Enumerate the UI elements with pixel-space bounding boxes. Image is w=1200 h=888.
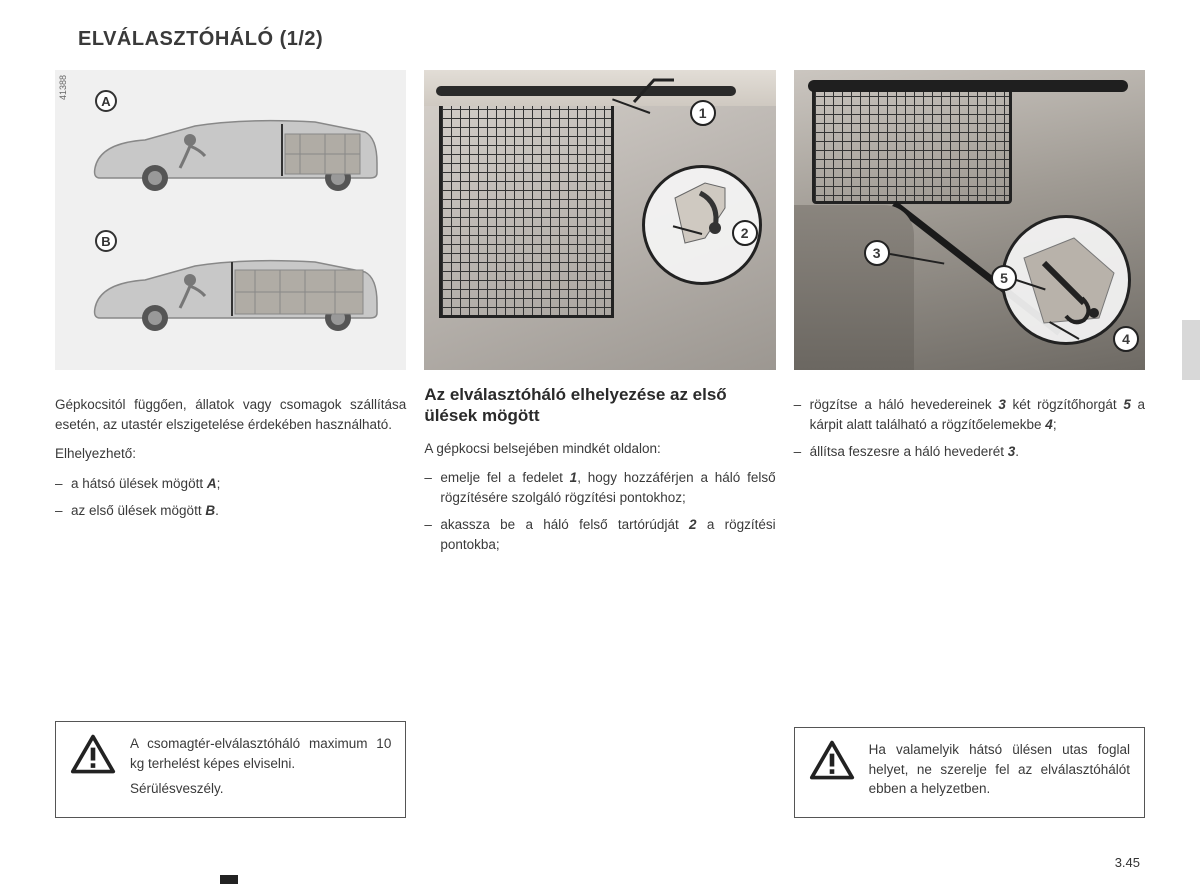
page-number: 3.45 — [1115, 855, 1140, 870]
col1-li-2: az első ülések mögött B. — [55, 501, 406, 521]
warning-box-1: A csomagtér-elválasztóháló maximum 10 kg… — [55, 721, 406, 818]
col2-heading: Az elválasztóháló elhelyezése az első ül… — [424, 384, 775, 427]
side-tab — [1182, 320, 1200, 380]
col1-li-1: a hátsó ülések mögött A; — [55, 474, 406, 494]
col3-text: rögzítse a háló hevedereinek 3 két rögzí… — [794, 395, 1145, 470]
callout-3: 3 — [864, 240, 890, 266]
col3-li-1: rögzítse a háló hevedereinek 3 két rögzí… — [794, 395, 1145, 434]
t: B — [205, 503, 215, 518]
warning-box-2: Ha valamelyik hátsó ülésen utas foglal h… — [794, 727, 1145, 818]
figure-interior-front: 41390 1 — [424, 70, 775, 370]
warning-text-1: A csomagtér-elválasztóháló maximum 10 kg… — [130, 734, 391, 805]
warning-icon — [809, 740, 855, 782]
warning-text-2: Ha valamelyik hátsó ülésen utas foglal h… — [869, 740, 1130, 805]
callout-5: 5 — [991, 265, 1017, 291]
t: 4 — [1045, 417, 1053, 432]
t: 3 — [998, 397, 1006, 412]
col1-text: Gépkocsitól függően, állatok vagy csomag… — [55, 395, 406, 529]
warning-icon — [70, 734, 116, 776]
t: a hátsó ülések mögött — [71, 476, 207, 491]
callout-4: 4 — [1113, 326, 1139, 352]
t: akassza be a háló felső tartórúdját — [440, 517, 689, 532]
warn1-p1: A csomagtér-elválasztóháló maximum 10 kg… — [130, 734, 391, 773]
t: ; — [1053, 417, 1057, 432]
column-3: 41391 3 5 4 — [794, 30, 1145, 868]
t: . — [1015, 444, 1019, 459]
col1-intro: Gépkocsitól függően, állatok vagy csomag… — [55, 395, 406, 434]
t: az első ülések mögött — [71, 503, 205, 518]
warn1-p2: Sérülésveszély. — [130, 779, 391, 799]
page-content: 41388 A — [0, 0, 1200, 888]
warn2-p1: Ha valamelyik hátsó ülésen utas foglal h… — [869, 740, 1130, 799]
col2-li-2: akassza be a háló felső tartórúdját 2 a … — [424, 515, 775, 554]
col2-intro: A gépkocsi belsejében mindkét oldalon: — [424, 439, 775, 459]
t: állítsa feszesre a háló hevederét — [810, 444, 1008, 459]
t: ; — [217, 476, 221, 491]
car-illustration-a: A — [65, 90, 396, 210]
figure-interior-strap: 41391 3 5 4 — [794, 70, 1145, 370]
callout-1: 1 — [690, 100, 716, 126]
callout-2: 2 — [732, 220, 758, 246]
t: két rögzítőhorgát — [1006, 397, 1123, 412]
figure-a-b: 41388 A — [55, 70, 406, 370]
footer-mark — [220, 875, 238, 884]
col2-text: A gépkocsi belsejében mindkét oldalon: e… — [424, 439, 775, 563]
col1-placed-label: Elhelyezhető: — [55, 444, 406, 464]
t: 2 — [689, 517, 697, 532]
t: A — [207, 476, 217, 491]
col3-li-2: állítsa feszesre a háló hevederét 3. — [794, 442, 1145, 462]
t: . — [215, 503, 219, 518]
car-illustration-b: B — [65, 230, 396, 350]
t: rögzítse a háló hevedereinek — [810, 397, 999, 412]
col2-li-1: emelje fel a fedelet 1, hogy hozzáférjen… — [424, 468, 775, 507]
t: 5 — [1123, 397, 1131, 412]
column-2: 41390 1 — [424, 30, 775, 868]
column-1: 41388 A — [55, 30, 406, 868]
t: emelje fel a fedelet — [440, 470, 569, 485]
